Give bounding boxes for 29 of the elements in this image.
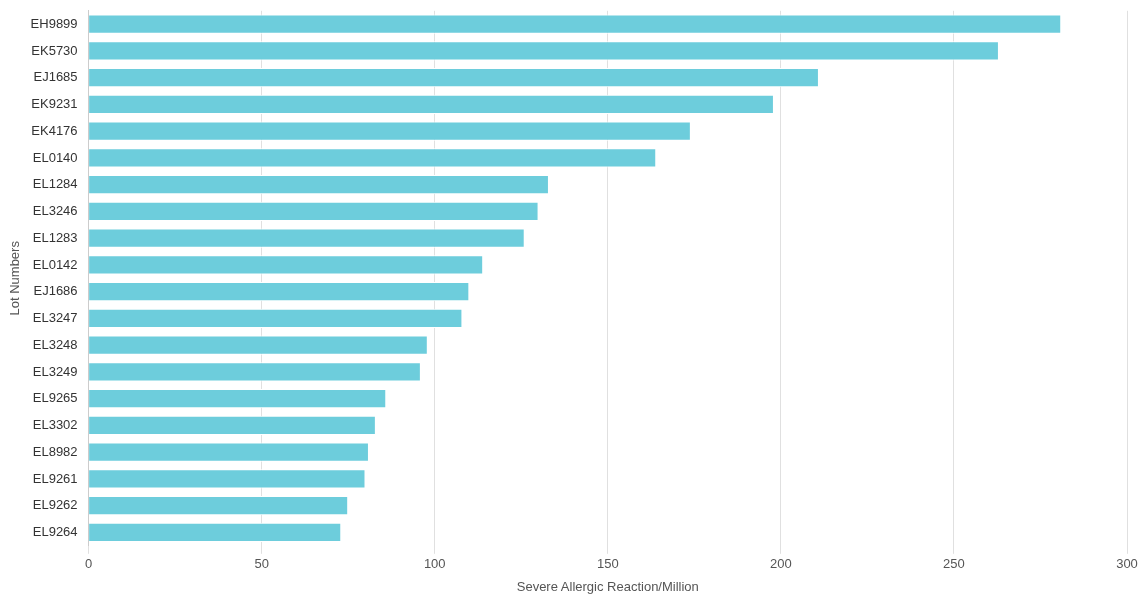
y-tick-label: EL3247: [32, 310, 78, 325]
y-tick-label: EL0140: [32, 149, 78, 165]
y-tick-label: EK5730: [31, 42, 78, 58]
x-tick-label: 200: [770, 556, 792, 572]
y-tick-label: EJ1686: [33, 283, 78, 299]
y-tick-label: EL9265: [32, 390, 78, 406]
x-tick-label: 250: [943, 556, 965, 572]
y-tick-label: EL3246: [32, 203, 78, 218]
y-tick-label: EL1284: [32, 176, 78, 192]
y-tick-label: EJ1685: [33, 69, 78, 85]
x-tick-label: 150: [596, 556, 619, 572]
y-tick-label: EL3249: [32, 363, 78, 379]
y-axis-title: Lot Numbers: [7, 240, 23, 316]
y-tick-label: EL3248: [32, 336, 78, 352]
y-tick-label: EL9262: [32, 497, 78, 513]
x-axis-title: Severe Allergic Reaction/Million: [516, 578, 699, 594]
y-tick-label: EH9899: [30, 15, 78, 31]
x-tick-label: 0: [84, 556, 93, 572]
y-tick-label: EL0142: [32, 256, 78, 272]
x-tick-label: 300: [1116, 556, 1138, 572]
y-tick-label: EL9264: [32, 524, 78, 539]
y-tick-label: EL1283: [32, 229, 78, 245]
y-tick-label: EK9231: [31, 96, 78, 111]
y-tick-label: EL8982: [32, 443, 78, 459]
y-tick-label: EL3302: [32, 417, 78, 432]
x-tick-label: 100: [423, 556, 446, 572]
y-tick-label: EL9261: [32, 470, 78, 486]
x-tick-label: 50: [254, 556, 269, 572]
y-tick-label: EK4176: [31, 122, 78, 138]
